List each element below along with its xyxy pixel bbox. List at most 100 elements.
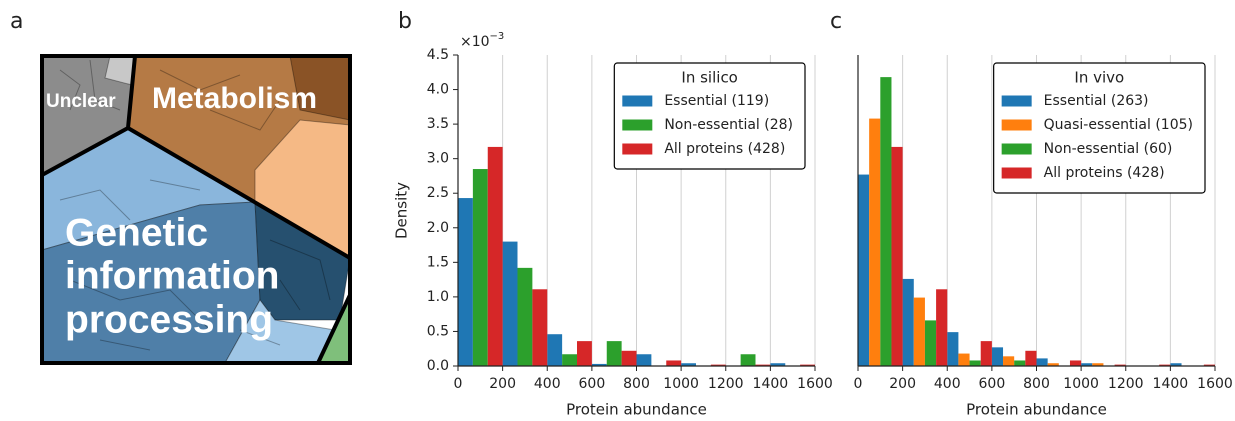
bar <box>1047 363 1059 366</box>
x-tick-label: 1600 <box>797 376 833 392</box>
y-tick-label: 1.5 <box>427 254 449 270</box>
legend-swatch <box>622 119 653 131</box>
legend-swatch <box>1001 119 1032 131</box>
bar <box>487 146 503 366</box>
legend-label: Non-essential (28) <box>664 117 793 133</box>
bar <box>636 354 652 366</box>
bar <box>502 241 518 366</box>
y-tick-label: 4.0 <box>427 82 449 98</box>
bar <box>1114 364 1126 366</box>
bar <box>740 354 756 366</box>
y-tick-label: 0.0 <box>427 358 449 374</box>
bar <box>606 341 622 366</box>
bar <box>666 360 682 366</box>
legend-label: Non-essential (60) <box>1044 141 1173 157</box>
legend-label: All proteins (428) <box>664 141 785 157</box>
y-tick-label: 1.0 <box>427 289 449 305</box>
x-tick-label: 400 <box>534 376 561 392</box>
bar <box>891 146 903 366</box>
x-tick-label: 1000 <box>663 376 699 392</box>
x-tick-label: 200 <box>489 376 516 392</box>
legend: In vivo Essential (263) Quasi-essential (1… <box>993 62 1206 194</box>
x-tick-label: 1600 <box>1197 376 1233 392</box>
bar <box>577 341 592 366</box>
bar <box>1159 364 1171 366</box>
treemap: Unclear Metabolism Genetic information p… <box>40 54 352 365</box>
bar <box>1203 364 1215 366</box>
bar <box>458 198 473 366</box>
bar <box>562 354 577 366</box>
y-tick-label: 3.0 <box>427 151 449 167</box>
bar <box>980 341 992 366</box>
x-tick-label: 1200 <box>708 376 744 392</box>
treemap-label: information <box>65 254 279 297</box>
x-tick-label: 1000 <box>1063 376 1099 392</box>
bar <box>621 350 637 366</box>
bar <box>1081 363 1093 366</box>
x-tick-label: 400 <box>934 376 961 392</box>
cell-texture <box>59 59 331 351</box>
legend-title: In silico <box>681 69 737 87</box>
x-tick-label: 200 <box>889 376 916 392</box>
y-tick-label: 2.5 <box>427 185 449 201</box>
x-tick-label: 1400 <box>753 376 789 392</box>
legend-box <box>613 62 806 170</box>
x-tick-label: 800 <box>1023 376 1050 392</box>
bar <box>591 363 607 366</box>
bar <box>991 347 1004 366</box>
legend-label: Essential (119) <box>664 93 769 109</box>
offset-text: ×10−3 <box>460 31 504 50</box>
legend-swatch <box>1001 143 1032 155</box>
x-tick-label: 1400 <box>1153 376 1189 392</box>
legend-label: Quasi-essential (105) <box>1044 117 1193 133</box>
bar <box>869 118 881 367</box>
x-tick-label: 600 <box>979 376 1006 392</box>
bar <box>532 289 548 366</box>
bar <box>1003 356 1015 366</box>
bar <box>947 332 959 366</box>
x-tick-label: 0 <box>454 376 463 392</box>
bar <box>969 360 981 366</box>
y-tick-label: 3.5 <box>427 116 449 132</box>
legend-swatch <box>622 143 653 155</box>
offset-base: ×10 <box>460 34 490 50</box>
y-tick-label: 0.5 <box>427 323 449 339</box>
treemap-label: Metabolism <box>152 82 317 115</box>
bar <box>517 267 533 366</box>
legend-title: In vivo <box>1074 69 1124 87</box>
bar <box>472 169 488 366</box>
offset-exponent: −3 <box>490 31 505 42</box>
bar <box>958 353 970 366</box>
bar <box>880 77 892 367</box>
x-axis-label: Protein abundance <box>566 401 707 419</box>
legend-swatch <box>622 95 653 107</box>
bar <box>1014 360 1026 366</box>
y-axis-label: Density <box>393 182 411 239</box>
legend-label: Essential (263) <box>1044 93 1149 109</box>
treemap-label: Unclear <box>46 91 116 112</box>
bar <box>924 320 937 366</box>
treemap-label: processing <box>65 298 273 341</box>
bar <box>681 363 696 366</box>
bar <box>547 334 563 366</box>
bar <box>755 364 771 366</box>
legend-swatch <box>1001 95 1032 107</box>
y-tick-label: 2.0 <box>427 220 449 236</box>
bar <box>1025 350 1037 366</box>
panel-label: b <box>398 9 412 34</box>
x-axis-label: Protein abundance <box>966 401 1107 419</box>
bar <box>1092 363 1104 366</box>
bar <box>902 278 914 366</box>
bar <box>913 297 925 366</box>
bar <box>1170 363 1182 366</box>
x-tick-label: 800 <box>623 376 650 392</box>
treemap-label: Genetic <box>65 211 208 254</box>
region-borders <box>40 54 352 365</box>
panel-label: c <box>830 9 842 34</box>
legend: In silico Essential (119) Non-essential (2… <box>613 62 806 170</box>
bar <box>770 363 786 366</box>
x-tick-label: 1200 <box>1108 376 1144 392</box>
legend-box <box>993 62 1206 194</box>
panel-label: a <box>10 9 23 34</box>
